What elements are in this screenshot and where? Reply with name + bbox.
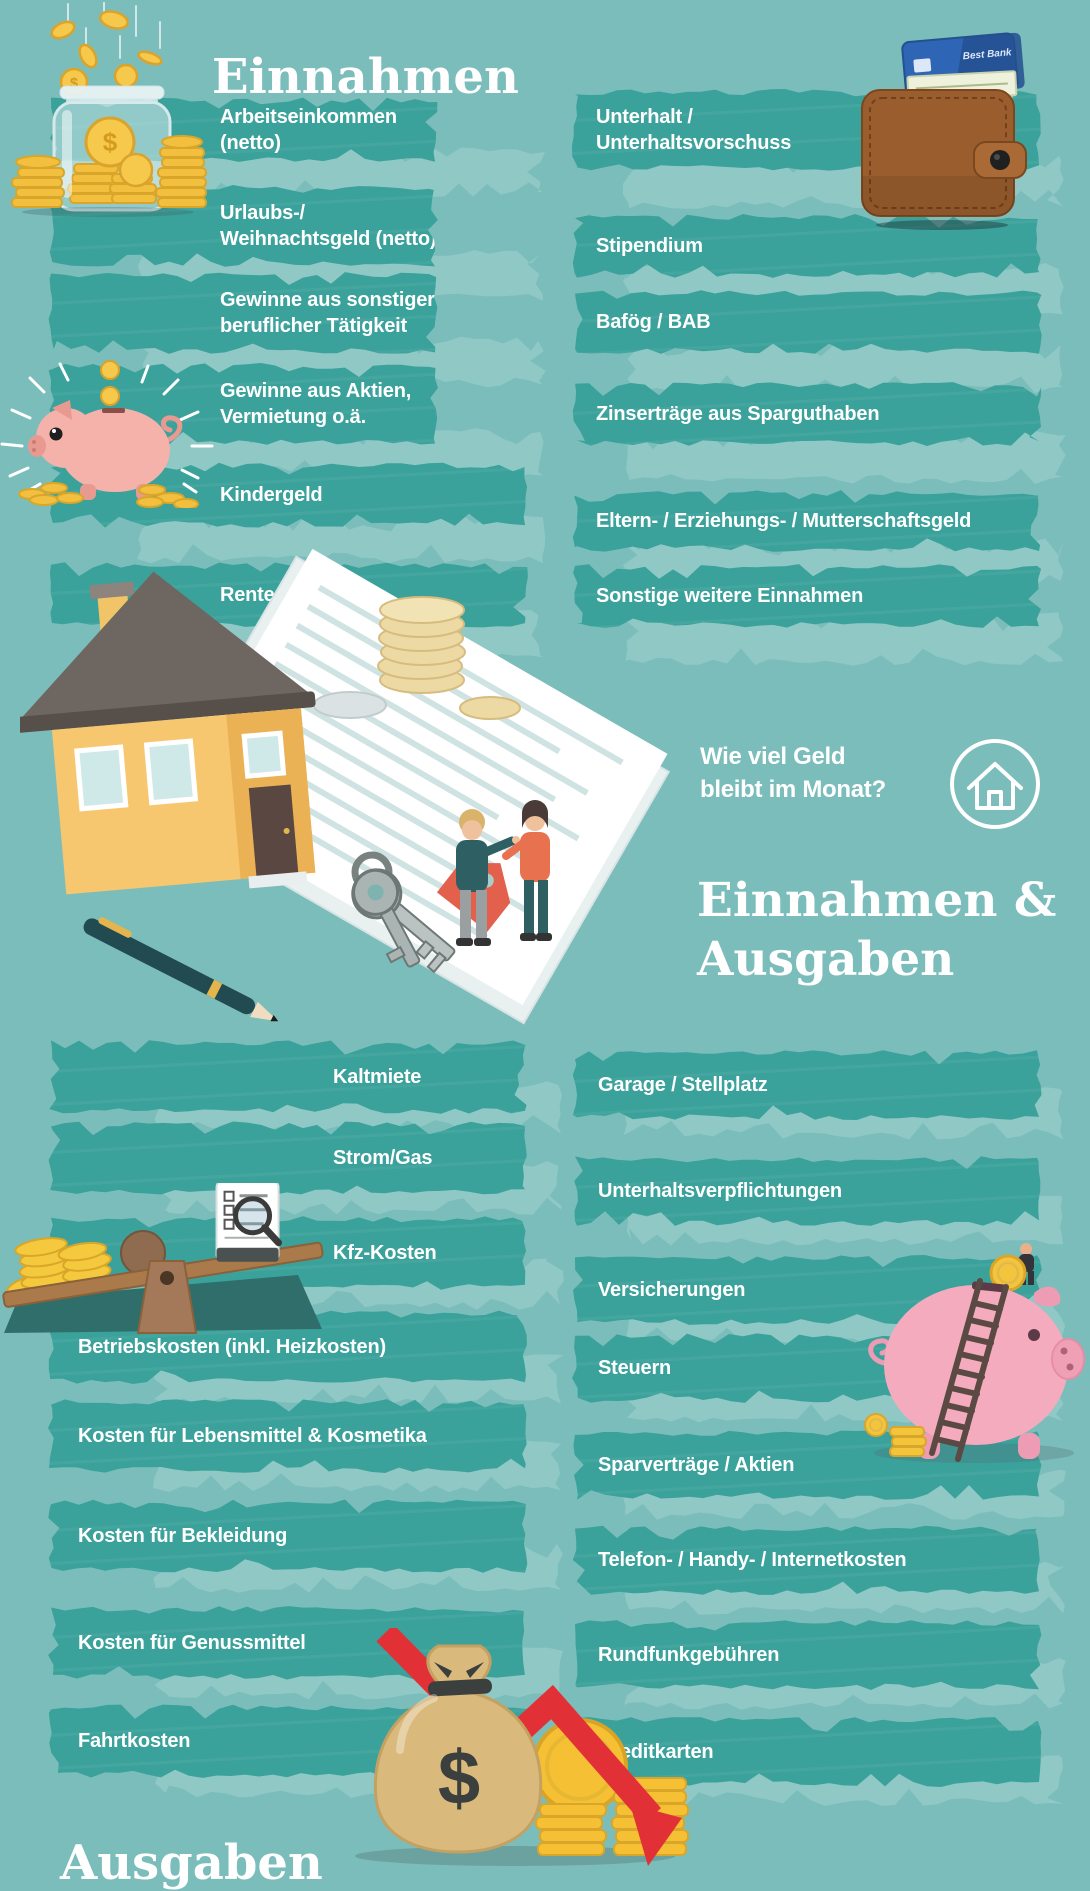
house-icon (20, 571, 316, 895)
expense-item-label: Sparverträge / Aktien (598, 1454, 795, 1476)
ladder-icon (929, 1278, 1009, 1462)
expense-item-label: Fahrtkosten (78, 1730, 191, 1752)
expense-item-label: Kosten für Bekleidung (78, 1525, 288, 1547)
money-jar-illustration: $ $ (11, 2, 207, 217)
keys-icon (351, 851, 511, 974)
expense-item: Kosten für Lebensmittel & Kosmetika (48, 1399, 527, 1473)
expense-item-label: Unterhaltsverpflichtungen (598, 1180, 842, 1202)
dollar-sign-glyph: $ (438, 1736, 480, 1821)
expense-item-label: Kosten für Lebensmittel & Kosmetika (78, 1425, 427, 1447)
income-item-label: Unterhalt / Unterhaltsvorschuss (596, 106, 792, 154)
expense-item-label: Rundfunkgebühren (598, 1644, 780, 1666)
coin-dollar-glyph: $ (103, 127, 118, 157)
expense-item-label: Versicherungen (598, 1279, 746, 1301)
income-item-label: Urlaubs-/ Weihnachtsgeld (netto) (220, 202, 437, 250)
expense-item-label: Strom/Gas (333, 1147, 433, 1169)
income-item: Zinserträge aus Sparguthaben (572, 382, 1042, 446)
expense-item-label: Betriebskosten (inkl. Heizkosten) (78, 1336, 386, 1358)
income-item: Gewinne aus sonstiger beruflicher Tätigk… (48, 272, 438, 354)
summary-title: Einnahmen & Ausgaben (697, 873, 1057, 987)
expense-item: Kreditkarten (572, 1717, 1042, 1787)
income-item: Bafög / BAB (575, 290, 1042, 354)
income-section-title: Einnahmen (212, 49, 519, 106)
pen-icon (83, 917, 279, 1022)
income-item-label: Gewinne aus Aktien, Vermietung o.ä. (220, 380, 412, 428)
expense-item: Rundfunkgebühren (575, 1620, 1042, 1690)
piggy-bank-rays-illustration (0, 360, 214, 508)
expense-item: Unterhaltsverpflichtungen (574, 1156, 1041, 1226)
expense-item-label: Steuern (598, 1357, 672, 1379)
income-item-label: Kindergeld (220, 484, 323, 506)
income-item-label: Stipendium (596, 235, 703, 257)
money-bag-decline-illustration: $ (355, 1628, 689, 1866)
person-woman (502, 800, 552, 941)
summary-question: Wie viel Geld bleibt im Monat? (700, 743, 886, 803)
home-icon (950, 739, 1040, 829)
expense-item: Kosten für Bekleidung (48, 1499, 528, 1573)
expenses-section-title: Ausgaben (60, 1834, 323, 1891)
income-item-label: Zinserträge aus Sparguthaben (596, 403, 880, 425)
money-bag-icon: $ (373, 1644, 543, 1854)
coin-dollar-glyph: $ (70, 75, 79, 92)
bill-magnifier-icon (215, 1183, 283, 1262)
expense-item-label: Garage / Stellplatz (598, 1074, 768, 1096)
income-item: Eltern- / Erziehungs- / Mutterschaftsgel… (572, 490, 1041, 552)
income-item-label: Eltern- / Erziehungs- / Mutterschaftsgel… (596, 510, 972, 532)
expense-item-label: Kfz-Kosten (333, 1242, 437, 1264)
balance-scale-illustration (2, 1183, 324, 1334)
expense-item-label: Kosten für Genussmittel (78, 1632, 306, 1654)
credit-card-brand-text: Best Bank (962, 47, 1012, 62)
person-man (456, 809, 520, 946)
income-item: Sonstige weitere Einnahmen (573, 564, 1042, 628)
expense-item: Garage / Stellplatz (572, 1050, 1042, 1120)
income-item-label: Bafög / BAB (596, 311, 711, 333)
house-contract-illustration (20, 548, 671, 1025)
expense-item: Strom/Gas (48, 1121, 527, 1195)
expense-item: Kaltmiete (49, 1040, 527, 1114)
income-item-label: Sonstige weitere Einnahmen (596, 585, 864, 607)
expense-item: Telefon- / Handy- / Internetkosten (572, 1525, 1040, 1595)
income-item-label: Gewinne aus sonstiger beruflicher Tätigk… (220, 289, 435, 337)
expense-item-label: Kaltmiete (333, 1066, 422, 1088)
wallet-illustration: Best Bank (861, 32, 1027, 230)
expense-item-label: Telefon- / Handy- / Internetkosten (598, 1549, 907, 1571)
piggy-bank-ladder-illustration (864, 1243, 1085, 1463)
income-item-label: Arbeitseinkommen (netto) (220, 106, 397, 154)
